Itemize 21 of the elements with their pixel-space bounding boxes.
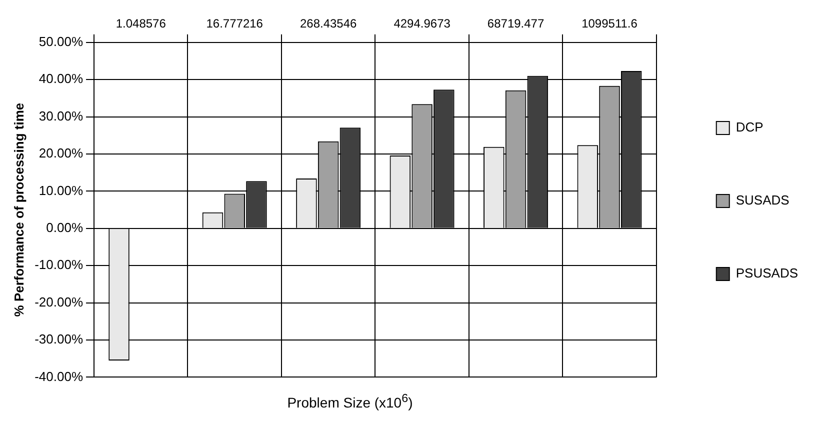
legend-label: SUSADS bbox=[736, 192, 790, 208]
y-tick-label: -40.00% bbox=[34, 368, 84, 384]
x-tick-label: 268.43546 bbox=[300, 16, 358, 31]
y-tick-label: -20.00% bbox=[34, 294, 84, 310]
y-tick-label: 50.00% bbox=[38, 34, 84, 49]
x-tick-label: 4294.9673 bbox=[394, 16, 451, 31]
legend-label: PSUSADS bbox=[736, 266, 798, 281]
y-tick-label: 40.00% bbox=[38, 71, 84, 86]
x-tick-label: 1099511.6 bbox=[582, 16, 638, 31]
y-tick-label: -30.00% bbox=[34, 332, 84, 347]
y-tick-label: 30.00% bbox=[38, 108, 84, 124]
x-axis-title: Problem Size (x10$^{6}$) bbox=[286, 392, 414, 411]
legend-label: DCP bbox=[736, 120, 764, 135]
x-tick-label: 68719.477 bbox=[487, 16, 544, 31]
y-tick-label: 20.00% bbox=[38, 146, 84, 161]
y-axis-title: % Performance of processing time bbox=[11, 102, 26, 317]
x-tick-label: 16.777216 bbox=[206, 16, 264, 31]
y-tick-label: -10.00% bbox=[34, 257, 84, 272]
x-tick-label: 1.048576 bbox=[116, 16, 166, 31]
y-tick-label: 0.00% bbox=[46, 220, 84, 235]
y-tick-label: 10.00% bbox=[38, 182, 84, 198]
